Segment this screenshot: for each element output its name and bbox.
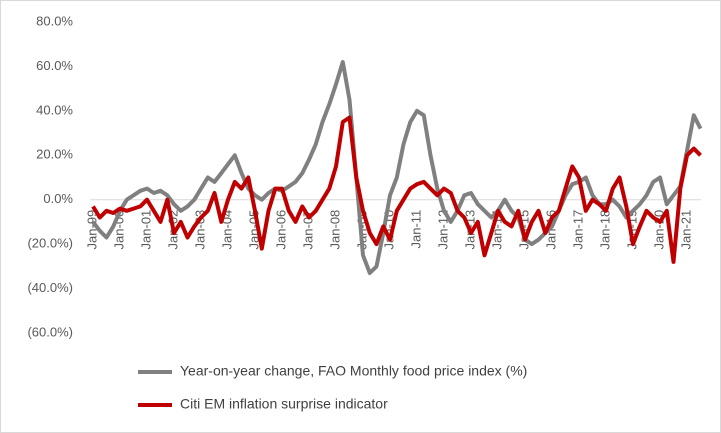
legend-label: Citi EM inflation surprise indicator — [180, 396, 388, 412]
x-tick-label: Jan-03 — [192, 210, 207, 250]
x-tick-label: Jan-12 — [435, 210, 450, 250]
y-tick-label: (40.0%) — [27, 280, 73, 295]
x-tick-label: Jan-06 — [273, 210, 288, 250]
x-tick-label: Jan-08 — [327, 210, 342, 250]
x-tick-label: Jan-01 — [138, 210, 153, 250]
y-tick-label: 20.0% — [36, 147, 73, 162]
x-tick-label: Jan-11 — [408, 210, 423, 249]
x-tick-label: Jan-17 — [570, 210, 585, 250]
x-tick-label: Jan-07 — [300, 210, 315, 250]
x-tick-label: Jan-99 — [84, 210, 99, 250]
series-line — [91, 115, 702, 264]
y-tick-label: (20.0%) — [27, 236, 73, 251]
y-tick-label: 40.0% — [36, 102, 73, 117]
x-tick-label: Jan-21 — [678, 210, 693, 250]
y-tick-label: 0.0% — [43, 191, 73, 206]
y-tick-label: 60.0% — [36, 58, 73, 73]
y-tick-label: 80.0% — [36, 13, 73, 28]
y-tick-label: (60.0%) — [27, 324, 73, 339]
legend-label: Year-on-year change, FAO Monthly food pr… — [180, 363, 527, 379]
x-tick-label: Jan-18 — [597, 210, 612, 250]
x-tick-label: Jan-14 — [489, 210, 504, 250]
